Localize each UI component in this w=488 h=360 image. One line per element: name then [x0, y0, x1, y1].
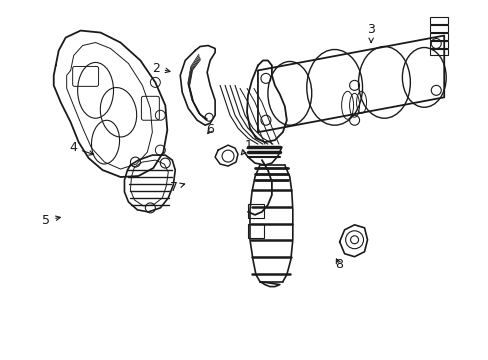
Text: 2: 2 — [152, 62, 170, 75]
Text: 7: 7 — [169, 181, 184, 194]
Text: 4: 4 — [69, 141, 93, 155]
Text: 1: 1 — [241, 139, 252, 155]
Text: 5: 5 — [42, 214, 60, 227]
Text: 8: 8 — [334, 258, 342, 271]
Text: 3: 3 — [366, 23, 374, 42]
Text: 6: 6 — [206, 123, 214, 136]
